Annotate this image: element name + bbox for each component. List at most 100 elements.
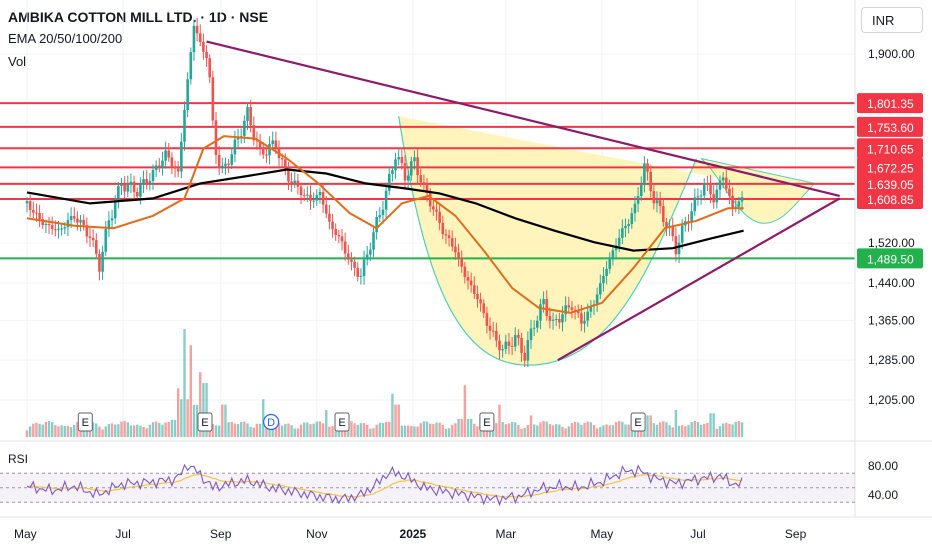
candle-body [198,33,202,42]
candle-body [324,204,328,214]
price-tick-label: 1,440.00 [868,276,915,290]
volume-bar [394,404,397,437]
candle-body [387,173,391,191]
candle-body [331,221,334,229]
candle-body [60,228,63,230]
volume-bar [640,429,643,437]
candle-body [221,165,224,168]
candle-body [365,254,369,260]
candle-body [28,201,32,210]
volume-bar [696,422,700,437]
volume-bar [148,424,152,437]
candle-body [337,234,341,237]
candle-body [271,140,274,145]
candle-body [532,327,536,329]
candle-body [391,170,394,174]
candle-body [211,77,215,121]
candle-body [227,163,230,165]
candle-body [709,183,712,195]
candle-body [328,213,331,222]
volume-bar [712,413,715,437]
candle-body [699,195,703,197]
volume-bar [287,423,290,437]
volume-legend[interactable]: Vol [8,54,27,69]
candle-body [712,194,715,203]
candle-body [428,193,432,207]
candle-body [132,181,136,192]
volume-bar [325,410,328,437]
volume-bar [76,422,79,437]
volume-bar [274,420,278,437]
volume-bar [331,426,334,437]
candle-body [536,320,539,328]
candle-body [466,277,470,281]
candle-body [737,201,741,207]
volume-bar [60,425,63,437]
volume-bar [618,420,621,437]
earnings-icon [197,412,213,432]
candle-body [154,165,158,171]
candle-body [662,206,665,223]
candle-body [529,328,533,341]
volume-bar [101,429,104,437]
candle-body [309,194,312,201]
candle-body [350,259,353,262]
volume-bar [740,422,744,437]
volume-bar [217,425,221,437]
candle-body [135,191,139,197]
candle-body [539,304,542,321]
candle-body [299,186,303,196]
volume-bar [290,425,293,437]
ema-legend[interactable]: EMA 20/50/100/200 [8,31,123,46]
candle-body [636,196,640,204]
candle-body [268,144,271,156]
candle-body [728,188,731,196]
volume-bar [164,422,167,437]
time-tick-label: May [14,527,37,541]
volume-bar [504,424,507,437]
candle-body [435,209,438,212]
candle-body [740,197,744,202]
volume-bar [240,421,243,437]
candle-body [35,212,38,214]
candle-body [255,140,259,142]
volume-bar [674,410,678,437]
candle-body [586,311,589,321]
candle-body [488,325,492,331]
volume-bar [309,424,312,437]
candle-body [690,211,693,223]
candle-body [189,52,193,80]
candle-body [369,249,372,255]
candle-body [570,307,574,310]
volume-bar [54,425,57,437]
candle-body [72,216,76,219]
candle-body [384,190,388,210]
candle-body [602,275,605,284]
volume-bar [397,404,400,437]
candle-body [706,183,709,185]
time-tick-label: Nov [306,527,327,541]
volume-bar [454,423,457,437]
volume-bar [186,399,189,437]
volume-bar [555,424,558,437]
candle-body [107,220,111,230]
volume-bar [57,426,60,437]
volume-bar [652,423,656,437]
candle-body [441,222,445,235]
currency-button[interactable]: INR [861,7,923,33]
candle-body [233,139,237,155]
time-tick-label: May [591,527,614,541]
candle-body [476,293,479,300]
volume-bar [375,424,378,437]
volume-bar [161,424,164,437]
candle-body [302,195,306,197]
candle-body [617,237,621,246]
volume-bar [517,424,520,437]
volume-bar [589,422,593,437]
volume-bar [492,425,495,437]
earnings-marker: E [82,417,89,429]
candle-body [139,184,142,197]
volume-bar [340,426,344,437]
candle-body [523,352,526,361]
